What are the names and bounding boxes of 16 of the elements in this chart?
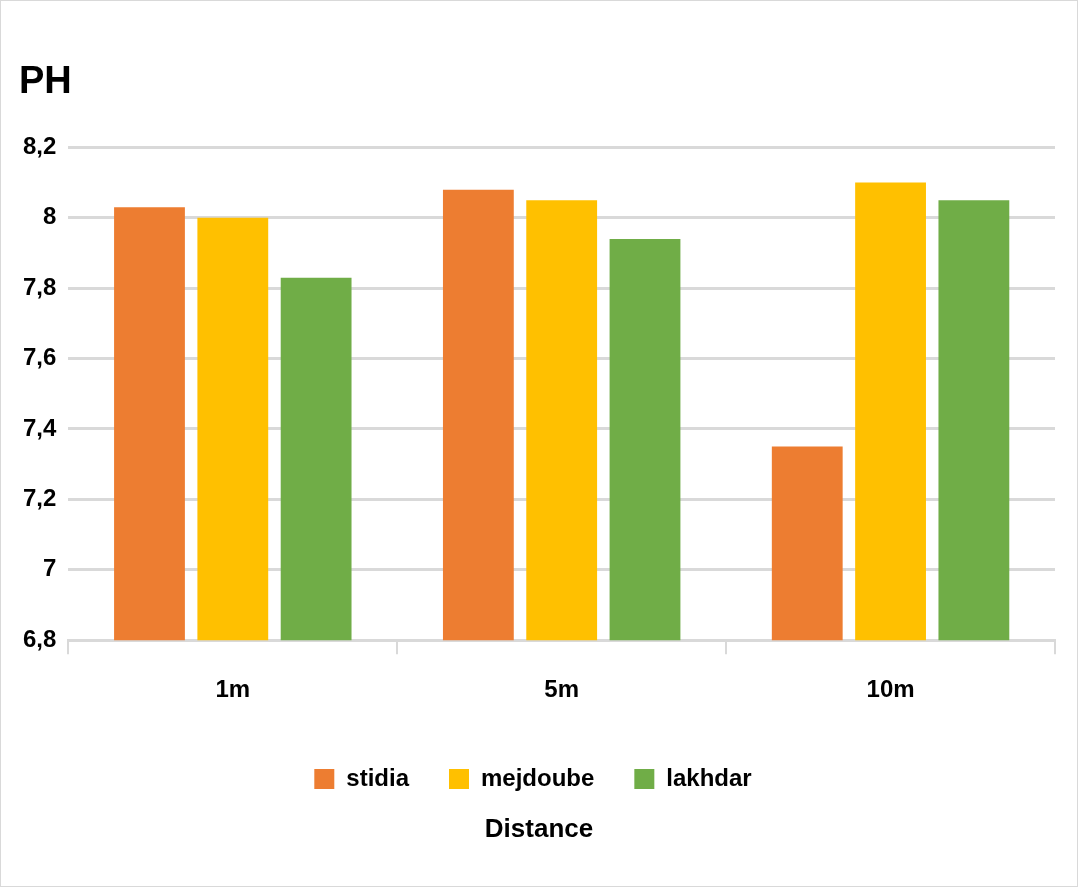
x-tick-label: 5m	[544, 675, 580, 703]
x-axis-title: Distance	[483, 813, 595, 844]
legend-label: mejdoube	[480, 763, 595, 791]
y-tick-label: 8	[43, 202, 57, 230]
x-tick-label: 10m	[866, 675, 915, 703]
y-tick-label: 7,2	[22, 484, 57, 512]
y-tick-label: 7,4	[22, 413, 57, 441]
y-tick-label: 7,6	[22, 343, 57, 371]
y-tick-label: 7	[43, 554, 57, 582]
legend-label: lakhdar	[666, 763, 752, 791]
y-tick-label: 6,8	[22, 624, 57, 652]
x-tick-label: 1m	[215, 675, 251, 703]
y-axis-title: PH	[19, 59, 72, 102]
y-tick-label: 8,2	[22, 132, 57, 160]
y-tick-label: 7,8	[22, 272, 57, 300]
legend-label: stidia	[346, 763, 410, 791]
